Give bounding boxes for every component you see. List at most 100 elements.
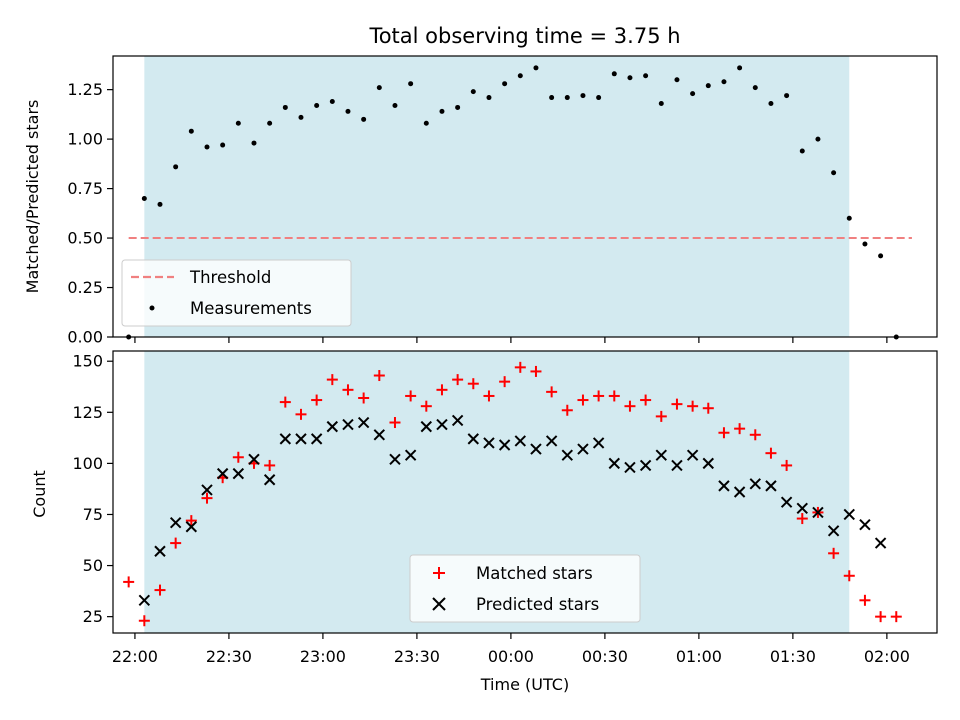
measurement-point xyxy=(690,91,696,97)
matched-star-point xyxy=(546,386,558,398)
measurement-point xyxy=(267,120,273,126)
measurements-legend-label: Measurements xyxy=(190,299,312,318)
measurement-point xyxy=(329,99,335,105)
matched-star-point xyxy=(436,384,448,396)
y-tick-label: 50 xyxy=(83,556,103,575)
measurement-point xyxy=(173,164,179,170)
matched-star-point xyxy=(123,576,135,588)
predicted-star-point xyxy=(389,453,401,466)
predicted-star-point xyxy=(373,429,386,441)
predicted-legend-label: Predicted stars xyxy=(476,595,599,614)
measurement-point xyxy=(815,136,821,142)
measurement-point xyxy=(799,148,805,154)
predicted-star-point xyxy=(232,467,245,480)
predicted-star-point xyxy=(686,449,699,461)
measurement-point xyxy=(862,241,868,247)
predicted-star-point xyxy=(874,537,887,549)
predicted-star-point xyxy=(718,480,730,492)
measurement-point xyxy=(533,65,539,71)
measurement-point xyxy=(768,100,774,106)
measurement-point xyxy=(580,93,586,99)
matched-star-point xyxy=(655,410,667,422)
measurement-point xyxy=(251,140,257,146)
matched-star-point xyxy=(154,584,166,596)
x-tick-label: 22:00 xyxy=(112,647,158,666)
y-tick-label: 1.25 xyxy=(67,80,103,99)
x-tick-label: 00:00 xyxy=(488,647,534,666)
x-tick-label: 02:00 xyxy=(864,647,910,666)
top-panel: 0.00 0.25 0.50 0.75 1.00 1.25 Matched/Predict… xyxy=(23,55,938,347)
predicted-star-point xyxy=(514,435,527,447)
measurement-point xyxy=(408,81,414,87)
matched-star-point xyxy=(499,376,511,388)
bottom-legend: Matched stars Predicted stars xyxy=(409,554,641,623)
measurement-point xyxy=(204,144,210,150)
measurement-point xyxy=(470,89,476,95)
predicted-star-point xyxy=(530,443,542,455)
top-x-ticks xyxy=(134,337,888,343)
predicted-star-point xyxy=(827,525,840,537)
x-tick-label: 00:30 xyxy=(582,647,628,666)
predicted-star-point xyxy=(812,506,824,519)
measurement-point xyxy=(314,102,320,108)
matched-star-point xyxy=(890,611,902,623)
measurement-point xyxy=(282,104,288,110)
predicted-star-point xyxy=(185,521,198,533)
predicted-star-point xyxy=(154,545,166,557)
measurement-point xyxy=(517,73,523,79)
bottom-x-ticks: 22:00 22:30 23:00 23:30 00:00 00:30 01:00 01:30… xyxy=(112,633,910,666)
matched-star-point xyxy=(734,423,746,435)
measurement-point xyxy=(141,195,147,201)
x-tick-label: 01:30 xyxy=(770,647,816,666)
predicted-star-point xyxy=(671,459,683,472)
y-tick-label: 0.50 xyxy=(67,229,103,248)
predicted-star-point xyxy=(263,474,276,486)
matched-star-point xyxy=(640,394,652,406)
measurement-point xyxy=(157,201,163,207)
predicted-star-point xyxy=(169,516,182,529)
matched-legend-swatch xyxy=(433,567,445,579)
y-tick-label: 25 xyxy=(83,607,103,626)
matched-star-point xyxy=(843,570,855,582)
x-tick-label: 01:00 xyxy=(676,647,722,666)
measurement-point xyxy=(220,142,226,148)
bottom-plot-frame xyxy=(112,350,938,634)
matched-star-point xyxy=(781,459,793,471)
matched-star-point xyxy=(373,370,385,382)
measurement-point xyxy=(392,102,398,108)
matched-star-point xyxy=(264,459,276,471)
matched-star-point xyxy=(577,394,589,406)
predicted-star-point xyxy=(138,594,151,607)
measurement-point xyxy=(752,85,758,91)
matched-star-point xyxy=(326,374,338,386)
predicted-star-point xyxy=(796,502,808,515)
matched-star-point xyxy=(859,594,871,606)
threshold-legend-label: Threshold xyxy=(189,268,271,287)
count-points xyxy=(123,361,902,627)
matched-star-point xyxy=(514,361,526,373)
matched-star-point xyxy=(138,615,150,627)
predicted-star-point xyxy=(561,449,574,461)
predicted-star-point xyxy=(702,457,714,470)
predicted-star-point xyxy=(451,414,464,427)
measurement-point xyxy=(705,83,711,89)
matched-star-point xyxy=(483,390,495,402)
measurement-point xyxy=(878,253,884,259)
predicted-star-point xyxy=(577,443,589,455)
matched-star-point xyxy=(828,547,840,559)
matched-star-point xyxy=(530,365,542,377)
predicted-star-point xyxy=(483,437,495,449)
predicted-star-point xyxy=(216,467,229,480)
measurement-point xyxy=(721,79,727,85)
matched-star-point xyxy=(311,394,323,406)
x-tick-label: 23:00 xyxy=(300,647,346,666)
x-tick-label: 22:30 xyxy=(206,647,252,666)
predicted-star-point xyxy=(342,418,354,431)
matched-star-point xyxy=(358,392,370,404)
bottom-panel: 25 50 75 100 125 150 22:00 22:30 23:00 23:30 00:0… xyxy=(30,350,938,694)
measurement-point xyxy=(502,81,508,87)
predicted-star-point xyxy=(295,433,307,445)
matched-star-point xyxy=(608,390,620,402)
measurement-point xyxy=(564,95,570,101)
predicted-star-point xyxy=(655,449,667,461)
